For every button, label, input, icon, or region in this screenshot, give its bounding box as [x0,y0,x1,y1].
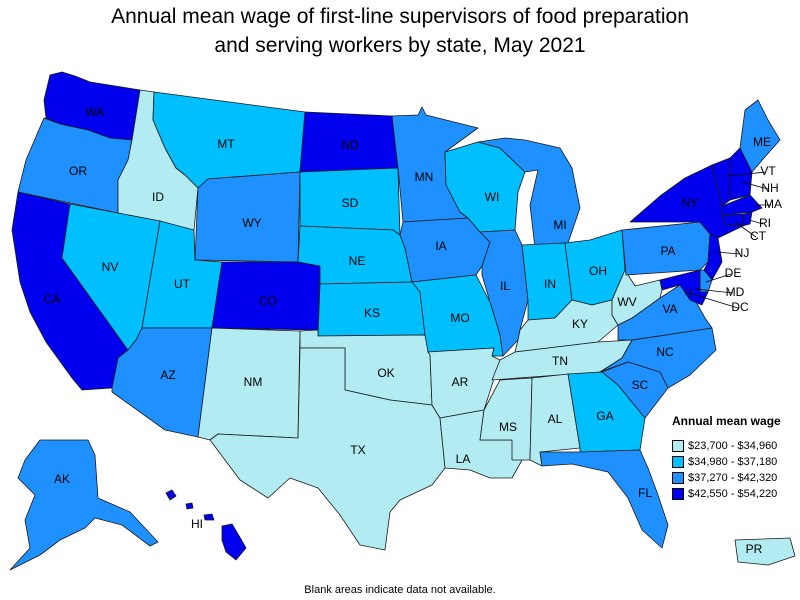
label-nm: NM [244,375,263,389]
label-wi: WI [485,190,500,204]
label-az: AZ [160,368,175,382]
legend-item-1: $23,700 - $34,960 [672,438,798,454]
label-ak: AK [54,472,70,486]
state-nh[interactable] [729,147,753,201]
label-ar: AR [452,375,469,389]
leader-line-nh [741,181,769,190]
label-pa: PA [660,244,675,258]
legend-swatch-3 [672,472,684,484]
label-nv: NV [102,260,119,274]
label-sc: SC [632,378,649,392]
leader-line-md [695,288,734,294]
leader-line-vt [725,171,767,177]
label-ca: CA [44,292,61,306]
state-me[interactable] [739,99,781,173]
label-mo: MO [450,311,469,325]
leader-line-de [705,273,732,283]
label-ga: GA [596,409,613,423]
map-title: Annual mean wage of first-line superviso… [0,2,800,60]
label-fl: FL [638,486,652,500]
legend-swatch-2 [672,456,684,468]
state-fl[interactable] [539,449,669,549]
leader-line-ri [748,219,764,225]
legend-label-3: $37,270 - $42,320 [688,472,778,484]
label-nh: NH [761,181,778,195]
title-line-2: and serving workers by state, May 2021 [214,34,586,57]
label-ny: NY [682,196,699,210]
legend-label-2: $34,980 - $37,180 [688,456,778,468]
label-in: IN [544,277,556,291]
legend-label-4: $42,550 - $54,220 [688,488,778,500]
label-ma: MA [764,197,782,211]
state-ak[interactable] [9,439,159,571]
state-ct[interactable] [721,213,745,227]
state-ma[interactable] [721,194,763,216]
state-wy[interactable] [194,171,301,263]
label-wy: WY [242,216,261,230]
state-ri[interactable] [741,211,753,227]
label-id: ID [152,190,164,204]
label-ia: IA [435,239,446,253]
legend-item-3: $37,270 - $42,320 [672,470,798,486]
label-de: DE [725,266,742,280]
label-tn: TN [552,354,568,368]
label-la: LA [456,452,471,466]
state-nc[interactable] [599,327,717,389]
label-tx: TX [350,443,365,457]
label-ms: MS [499,420,517,434]
label-ut: UT [174,277,191,291]
label-mn: MN [415,170,434,184]
legend-item-4: $42,550 - $54,220 [672,486,798,502]
state-hi[interactable] [165,489,247,561]
label-nc: NC [656,345,674,359]
label-wa: WA [86,105,105,119]
label-vt: VT [760,164,776,178]
title-line-1: Annual mean wage of first-line superviso… [111,5,689,28]
legend-swatch-4 [672,488,684,500]
label-hi: HI [191,517,203,531]
label-md: MD [726,285,745,299]
state-tx[interactable] [209,347,446,551]
label-il: IL [500,279,510,293]
label-mt: MT [217,137,235,151]
label-pr: PR [746,542,763,556]
legend-swatch-1 [672,440,684,452]
map-legend: Annual mean wage $23,700 - $34,960 $34,9… [672,414,798,502]
label-me: ME [753,135,771,149]
state-dc[interactable] [685,289,692,296]
legend-label-1: $23,700 - $34,960 [688,440,778,452]
label-ks: KS [364,306,380,320]
label-sd: SD [342,196,359,210]
legend-title: Annual mean wage [672,414,781,428]
state-md[interactable] [659,269,709,306]
leader-line-dc [688,292,739,309]
state-co[interactable] [211,261,321,331]
label-al: AL [548,412,563,426]
label-ct: CT [750,229,767,243]
label-dc: DC [731,300,749,314]
label-mi: MI [553,218,566,232]
label-ri: RI [759,216,771,230]
label-nj: NJ [735,246,750,260]
footnote: Blank areas indicate data not available. [304,584,496,596]
state-wv[interactable] [611,269,663,326]
label-va: VA [662,302,677,316]
label-ne: NE [349,254,366,268]
label-oh: OH [589,264,607,278]
label-ok: OK [377,366,394,380]
state-mo[interactable] [411,274,504,357]
leader-line-nj [715,251,741,255]
leader-line-ct [734,221,757,238]
label-nd: ND [341,138,359,152]
label-wv: WV [617,295,636,309]
legend-item-2: $34,980 - $37,180 [672,454,798,470]
label-or: OR [69,164,87,178]
territory-pr[interactable] [734,537,796,566]
label-ky: KY [572,317,588,331]
label-co: CO [259,294,277,308]
